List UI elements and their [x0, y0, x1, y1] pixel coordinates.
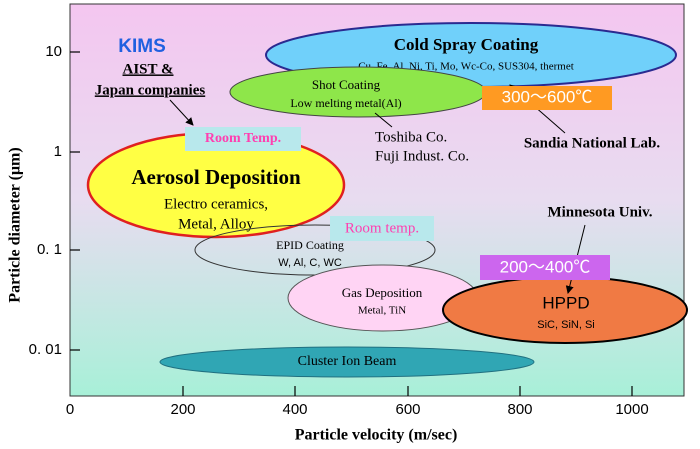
room-temp: Room temp. — [345, 220, 419, 236]
y-tick: 10 — [45, 43, 62, 60]
x-tick: 600 — [395, 401, 420, 418]
kims: KIMS — [118, 36, 166, 57]
region-detail: Low melting metal(Al) — [290, 96, 401, 110]
region-detail: W, Al, C, WC — [278, 257, 342, 269]
region-title: Gas Deposition — [342, 285, 423, 300]
x-tick: 400 — [282, 401, 307, 418]
region — [159, 346, 535, 378]
x-label: Particle velocity (m/sec) — [295, 427, 458, 444]
region-detail: Metal, TiN — [358, 305, 406, 317]
region-title: Aerosol Deposition — [131, 165, 301, 189]
aist: AIST & — [123, 61, 174, 77]
x-tick: 0 — [66, 401, 74, 418]
temp: 200～400℃ — [500, 257, 591, 276]
region-detail: Electro ceramics, — [164, 196, 268, 212]
y-tick: 1 — [54, 143, 62, 160]
y-tick: 0. 1 — [37, 241, 62, 258]
region-title: EPID Coating — [276, 238, 344, 252]
region-title: Shot Coating — [312, 77, 381, 92]
region-detail: Metal, Alloy — [178, 216, 254, 232]
japan: Japan companies — [95, 82, 206, 98]
label-box — [330, 216, 434, 241]
label-box — [482, 86, 612, 110]
y-tick: 0. 01 — [29, 341, 62, 358]
region-detail: SiC, SiN, Si — [537, 319, 594, 331]
region-title: Cluster Ion Beam — [298, 354, 397, 369]
label-box — [480, 255, 610, 280]
region-title: HPPD — [542, 293, 589, 312]
fuji: Fuji Indust. Co. — [375, 148, 469, 164]
minnesota: Minnesota Univ. — [547, 204, 652, 220]
sandia: Sandia National Lab. — [524, 135, 661, 151]
toshiba: Toshiba Co. — [375, 129, 447, 145]
y-label: Particle diameter (μm) — [7, 147, 24, 302]
x-tick: 800 — [507, 401, 532, 418]
region-title: Cold Spray Coating — [394, 35, 539, 54]
x-tick: 1000 — [615, 401, 648, 418]
x-tick: 200 — [170, 401, 195, 418]
ticks — [70, 51, 633, 396]
label-box — [185, 127, 301, 151]
temp: 300～600℃ — [502, 87, 593, 106]
room-temp: Room Temp. — [205, 131, 281, 146]
